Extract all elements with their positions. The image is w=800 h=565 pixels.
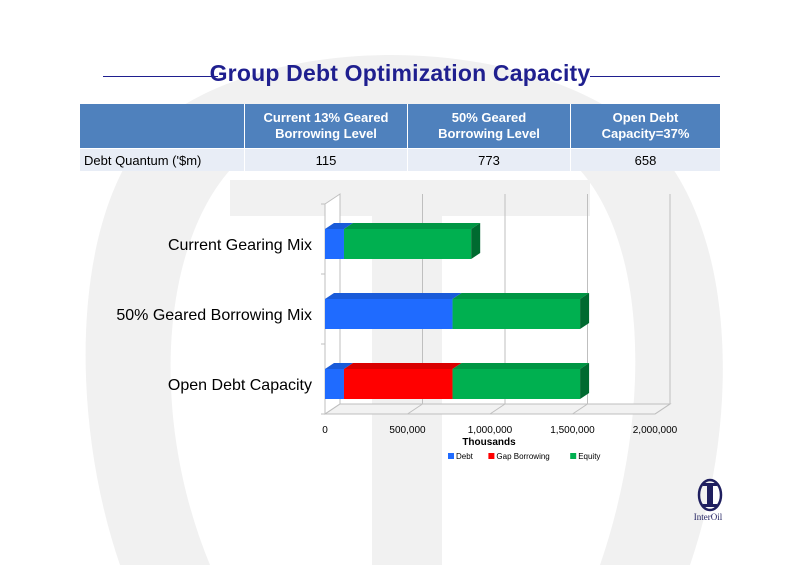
table-row: Debt Quantum ('$m) 115 773 658 — [80, 148, 720, 171]
bar-top — [452, 363, 590, 369]
bar-top — [325, 363, 353, 369]
table-cell: 658 — [570, 148, 720, 171]
page-title: Group Debt Optimization Capacity — [209, 60, 591, 86]
category-label: 50% Geared Borrowing Mix — [116, 307, 312, 324]
bar-top — [325, 293, 462, 299]
header-line: Current 13% Geared — [263, 110, 389, 125]
gridline-floor — [324, 403, 341, 415]
legend-label: Gap Borrowing — [496, 452, 549, 461]
table-cell: 773 — [407, 148, 571, 171]
bar-segment — [325, 369, 344, 399]
table-header-cell: Current 13% Geared Borrowing Level — [244, 104, 408, 149]
bar-segment — [325, 299, 453, 329]
legend-label: Equity — [578, 452, 600, 461]
gridline-floor — [489, 403, 506, 415]
bar-top — [325, 223, 353, 229]
stacked-bar-chart: 0 500,000 1,000,000 1,500,000 2,000,000 Thous… — [116, 193, 678, 461]
category-label: Current Gearing Mix — [168, 237, 312, 254]
bar-top — [452, 293, 590, 299]
legend-label: Debt — [456, 452, 474, 461]
header-line: Capacity=37% — [601, 126, 690, 141]
x-tick-label: 500,000 — [389, 425, 426, 436]
category-label: Open Debt Capacity — [168, 377, 312, 394]
bar-top — [343, 223, 481, 229]
x-tick-label: 2,000,000 — [633, 425, 678, 436]
x-tick-label: 1,000,000 — [468, 425, 513, 436]
x-axis-title: Thousands — [462, 437, 516, 448]
header-line: 50% Geared — [451, 110, 527, 125]
x-tick-label: 0 — [322, 425, 328, 436]
table-header-cell: 50% Geared Borrowing Level — [407, 104, 571, 149]
table-cell: Debt Quantum ('$m) — [80, 148, 245, 171]
bar-segment — [343, 369, 453, 399]
header-line: Open Debt — [612, 110, 679, 125]
gridline-floor — [572, 403, 588, 415]
legend-swatch — [448, 453, 454, 459]
logo-wordmark: InterOil — [693, 512, 723, 522]
legend-swatch — [488, 453, 495, 459]
x-tick-label: 1,500,000 — [550, 425, 595, 436]
table-cell: 115 — [244, 148, 408, 171]
title-rule-left — [103, 76, 218, 77]
table-header-cell — [80, 104, 245, 149]
bar-end-face — [580, 293, 590, 329]
bar-segment — [343, 229, 472, 259]
table-header-cell: Open Debt Capacity=37% — [570, 104, 720, 149]
table-header-row: Current 13% Geared Borrowing Level 50% G… — [80, 104, 720, 149]
interoil-logo — [697, 478, 723, 512]
bar-end-face — [580, 363, 590, 399]
gridline-floor — [654, 403, 671, 415]
bar-end-face — [471, 223, 481, 259]
bar-segment — [452, 369, 581, 399]
title-rule-right — [590, 76, 720, 77]
debt-quantum-table: Current 13% Geared Borrowing Level 50% G… — [80, 104, 720, 171]
legend-swatch — [570, 453, 577, 459]
bar-segment — [452, 299, 581, 329]
bar-top — [343, 363, 462, 369]
bar-segment — [325, 229, 344, 259]
header-line: Borrowing Level — [438, 126, 540, 141]
gridline-floor — [407, 403, 423, 415]
header-line: Borrowing Level — [275, 126, 377, 141]
